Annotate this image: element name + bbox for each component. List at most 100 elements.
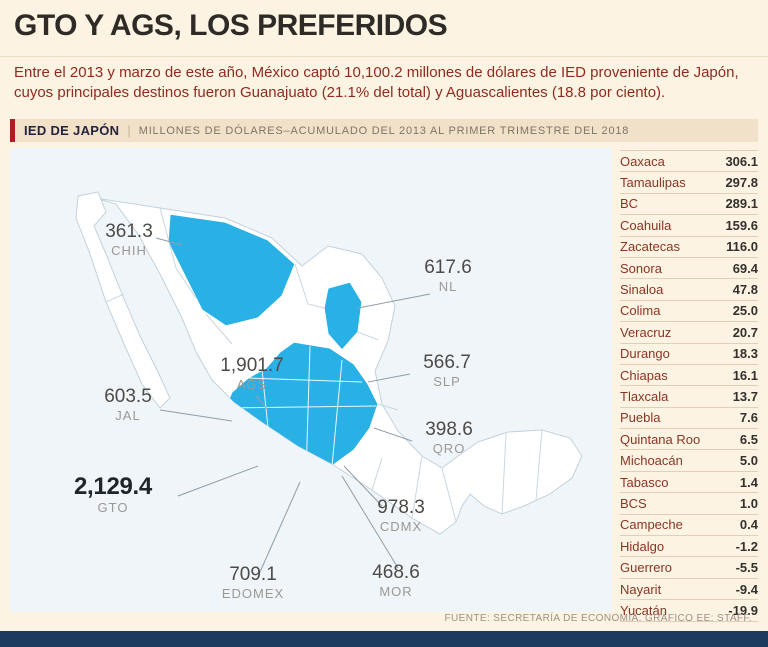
source-credit: FUENTE: SECRETARÍA DE ECONOMÍA. GRÁFICO …	[444, 613, 752, 624]
map-state-abbr: NL	[438, 278, 458, 294]
state-value: -9.4	[735, 581, 758, 597]
state-name: Campeche	[620, 517, 683, 533]
table-row: Chiapas 16.1	[620, 365, 758, 387]
map-value: 617.6	[424, 257, 472, 278]
state-name: Oaxaca	[620, 153, 665, 169]
map-label-mor: 468.6 MOR	[361, 563, 431, 599]
table-row: Campeche 0.4	[620, 515, 758, 537]
table-row: Durango 18.3	[620, 344, 758, 365]
table-row: Guerrero -5.5	[620, 557, 758, 579]
state-chihuahua-highlight	[167, 213, 296, 327]
state-value: 1.0	[739, 495, 758, 511]
state-value: -1.2	[735, 538, 758, 554]
table-row: Sinaloa 47.8	[620, 279, 758, 301]
state-value: 13.7	[732, 388, 758, 404]
map-label-qro: 398.6 QRO	[414, 420, 484, 456]
map-panel: 361.3 CHIH 617.6 NL 1,901.7 AGS 566.7 SL…	[10, 148, 612, 612]
map-value: 398.6	[425, 419, 473, 440]
state-value: -5.5	[735, 560, 758, 576]
state-name: Veracruz	[620, 324, 672, 340]
state-name: Zacatecas	[620, 239, 680, 255]
kicker-separator: |	[127, 123, 131, 138]
state-name: Sonora	[620, 260, 662, 276]
state-name: BC	[620, 196, 639, 212]
map-state-abbr: JAL	[115, 407, 141, 423]
map-label-ags: 1,901.7 AGS	[204, 356, 300, 392]
map-value: 566.7	[423, 352, 471, 373]
table-row: Tlaxcala 13.7	[620, 386, 758, 408]
state-value: 47.8	[732, 282, 758, 298]
mexico-map	[75, 191, 583, 573]
table-row: Tabasco 1.4	[620, 472, 758, 494]
state-name: Sinaloa	[620, 282, 664, 298]
table-row: Zacatecas 116.0	[620, 237, 758, 258]
map-state-abbr: SLP	[433, 373, 461, 389]
map-value: 1,901.7	[220, 355, 284, 376]
state-name: Tlaxcala	[620, 388, 669, 404]
state-name: BCS	[620, 495, 647, 511]
map-label-edomex: 709.1 EDOMEX	[213, 565, 293, 601]
red-accent-bar	[10, 119, 15, 142]
baja-peninsula-outline	[75, 191, 171, 409]
table-row: BC 289.1	[620, 194, 758, 216]
state-name: Coahuila	[620, 217, 672, 233]
table-row: Puebla 7.6	[620, 408, 758, 430]
map-state-abbr: GTO	[97, 500, 129, 516]
kicker-label: IED DE JAPÓN	[24, 123, 120, 138]
table-row: Nayarit -9.4	[620, 579, 758, 601]
map-state-abbr: AGS	[236, 376, 268, 392]
state-name: Nayarit	[620, 581, 662, 597]
state-value: 18.3	[732, 346, 758, 362]
state-name: Tabasco	[620, 474, 669, 490]
callout-leader-lines	[155, 237, 431, 573]
state-nuevoleon-highlight	[323, 281, 363, 351]
chart-kicker-bar: IED DE JAPÓN | MILLONES DE DÓLARES–ACUMU…	[10, 119, 758, 142]
state-name: Hidalgo	[620, 538, 665, 554]
state-name: Puebla	[620, 410, 661, 426]
state-name: Yucatán	[620, 602, 667, 618]
page-subtitle: Entre el 2013 y marzo de este año, Méxic…	[14, 64, 739, 102]
map-value: 709.1	[229, 564, 277, 585]
table-row: Quintana Roo 6.5	[620, 429, 758, 451]
map-state-abbr: MOR	[379, 583, 413, 599]
map-value: 978.3	[377, 497, 425, 518]
map-state-abbr: EDOMEX	[221, 585, 285, 601]
table-row: BCS 1.0	[620, 493, 758, 515]
state-border-lines	[105, 207, 543, 523]
table-row: Tamaulipas 297.8	[620, 172, 758, 194]
map-state-abbr: CHIH	[111, 242, 147, 258]
title-divider	[0, 56, 768, 57]
state-value: -19.9	[728, 602, 758, 618]
table-row: Oaxaca 306.1	[620, 151, 758, 173]
map-value: 2,129.4	[74, 473, 152, 500]
state-value: 69.4	[732, 260, 758, 276]
state-value: 16.1	[732, 367, 758, 383]
map-label-chih: 361.3 CHIH	[89, 222, 169, 258]
page-title: GTO Y AGS, LOS PREFERIDOS	[14, 9, 448, 42]
state-value: 7.6	[739, 410, 758, 426]
map-label-gto: 2,129.4 GTO	[57, 474, 169, 515]
state-value: 5.0	[739, 453, 758, 469]
table-row: Hidalgo -1.2	[620, 536, 758, 558]
state-value: 297.8	[725, 175, 758, 191]
state-value: 0.4	[739, 517, 758, 533]
map-label-nl: 617.6 NL	[408, 258, 488, 294]
state-value: 159.6	[725, 217, 758, 233]
state-name: Chiapas	[620, 367, 668, 383]
state-value: 289.1	[725, 196, 758, 212]
state-values-table: Oaxaca 306.1 Tamaulipas 297.8 BC 289.1 Coah…	[620, 150, 758, 622]
table-row: Yucatán -19.9	[620, 600, 758, 622]
map-label-slp: 566.7 SLP	[412, 353, 482, 389]
state-name: Guerrero	[620, 560, 673, 576]
table-row: Michoacán 5.0	[620, 450, 758, 472]
map-label-cdmx: 978.3 CDMX	[366, 498, 436, 534]
map-value: 361.3	[105, 221, 153, 242]
map-value: 468.6	[372, 562, 420, 583]
state-name: Colima	[620, 303, 661, 319]
kicker-description: MILLONES DE DÓLARES–ACUMULADO DEL 2013 A…	[138, 124, 630, 137]
table-row: Veracruz 20.7	[620, 322, 758, 344]
map-state-abbr: QRO	[432, 440, 466, 456]
state-value: 6.5	[739, 431, 758, 447]
state-value: 306.1	[725, 153, 758, 169]
